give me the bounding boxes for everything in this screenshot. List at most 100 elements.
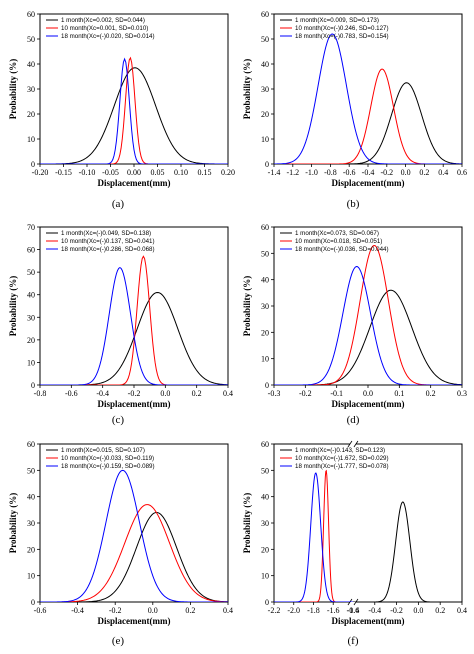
x-tick-label: -0.20 — [32, 168, 49, 177]
x-tick-label: -0.4 — [362, 168, 375, 177]
y-tick-label: 40 — [27, 493, 35, 502]
x-tick-label: 0.0 — [363, 389, 373, 398]
x-tick-label: 0.2 — [192, 389, 202, 398]
x-axis-label: Displacement(mm) — [332, 399, 405, 409]
y-tick-label: 30 — [261, 85, 269, 94]
x-tick-label: -1.6 — [327, 606, 340, 615]
chart-panel-4: -0.3 -0.2 -0.1 0.0 0.1 0.2 0.3 0 10 20 30 40 50 60 1 m… — [242, 223, 467, 426]
x-tick-label: 0.0 — [148, 606, 158, 615]
y-tick-label: 0 — [31, 598, 35, 607]
y-tick-label: 0 — [31, 381, 35, 390]
legend: 1 month(Xc=(-)0.143, SD=0.123)10 month(X… — [280, 447, 389, 470]
x-tick-label: -1.4 — [347, 606, 360, 615]
x-tick-label: 0.4 — [223, 389, 233, 398]
panel-label: (d) — [347, 414, 360, 426]
x-tick-label: -1.0 — [305, 168, 318, 177]
y-tick-label: 20 — [261, 328, 269, 337]
x-tick-label: -0.8 — [34, 389, 47, 398]
x-tick-label: 0.15 — [198, 168, 212, 177]
legend-label: 18 month(Xc=(-)0.783, SD=0.154) — [295, 33, 389, 40]
series-line-2 — [40, 255, 228, 385]
panel-label: (a) — [112, 198, 125, 210]
x-tick-label: -0.2 — [109, 606, 122, 615]
y-tick-label: 40 — [261, 493, 269, 502]
legend-label: 18 month(Xc=(-)0.286, SD=0.068) — [61, 246, 155, 253]
y-tick-label: 20 — [27, 336, 35, 345]
legend-label: 1 month(Xc=0.009, SD=0.173) — [295, 17, 379, 24]
y-tick-label: 40 — [261, 276, 269, 285]
legend: 1 month(Xc=0.002, SD=0.044)10 month(Xc=0… — [46, 17, 155, 40]
x-tick-label: 0.0 — [160, 389, 170, 398]
y-tick-label: 40 — [261, 60, 269, 69]
legend-label: 10 month(Xc=(-)0.033, SD=0.119) — [61, 455, 154, 462]
x-tick-label: 0.2 — [435, 606, 445, 615]
series-line-2 — [40, 56, 228, 164]
series-line-3 — [40, 469, 228, 602]
y-tick-label: 60 — [261, 10, 269, 19]
legend-label: 1 month(Xc=0.073, SD=0.067) — [295, 230, 379, 237]
series-line-3 — [274, 266, 462, 385]
x-tick-label: 0.4 — [223, 606, 233, 615]
x-tick-label: -0.4 — [368, 606, 381, 615]
x-tick-label: -0.6 — [347, 606, 360, 615]
y-tick-label: 20 — [261, 545, 269, 554]
y-tick-label: 0 — [31, 160, 35, 169]
legend-label: 10 month(Xc=0.001, SD=0.010) — [61, 25, 148, 32]
series-line-2 — [40, 504, 228, 602]
x-tick-label: 0.0 — [401, 168, 411, 177]
x-tick-label: -0.2 — [299, 389, 312, 398]
y-tick-label: 30 — [27, 313, 35, 322]
x-tick-label: -0.10 — [79, 168, 96, 177]
legend-label: 18 month(Xc=(-)0.159, SD=0.089) — [61, 463, 155, 470]
y-tick-label: 20 — [27, 110, 35, 119]
panel-label: (c) — [112, 414, 125, 426]
legend-label: 1 month(Xc=0.015, SD=0.107) — [61, 447, 145, 454]
x-axis-label: Displacement(mm) — [98, 399, 171, 409]
y-tick-label: 50 — [27, 35, 35, 44]
x-tick-label: 0.0 — [413, 606, 423, 615]
x-axis-label: Displacement(mm) — [332, 616, 405, 626]
panel-label: (b) — [347, 198, 360, 210]
y-tick-label: 10 — [27, 572, 35, 581]
x-tick-label: 0.2 — [419, 168, 429, 177]
x-tick-label: -0.1 — [330, 389, 343, 398]
chart-panel-3: -0.8 -0.6 -0.4 -0.2 0.0 0.2 0.4 0 10 20 30 40 50 60 70… — [8, 223, 233, 426]
y-axis-label: Probability (%) — [242, 493, 252, 554]
x-tick-label: 0.20 — [221, 168, 235, 177]
y-tick-label: 10 — [261, 135, 269, 144]
x-tick-label: 0.2 — [185, 606, 195, 615]
legend-label: 18 month(Xc=(-)0.036, SD=0.044) — [295, 246, 389, 253]
x-tick-label: 0.00 — [127, 168, 141, 177]
y-axis-label: Probability (%) — [242, 59, 252, 120]
y-tick-label: 30 — [27, 519, 35, 528]
series-line-1 — [274, 289, 462, 385]
y-tick-label: 50 — [27, 466, 35, 475]
series-line-3 — [274, 472, 353, 602]
y-tick-label: 30 — [27, 85, 35, 94]
x-axis-label: Displacement(mm) — [98, 616, 171, 626]
legend-label: 18 month(Xc=(-)1.777, SD=0.078) — [295, 463, 389, 470]
legend-label: 10 month(Xc=(-)1.672, SD=0.029) — [295, 455, 389, 462]
legend: 1 month(Xc=0.009, SD=0.173)10 month(Xc=(… — [280, 17, 389, 40]
x-tick-label: 0.4 — [457, 606, 467, 615]
series-line-2 — [274, 244, 462, 385]
panel-label: (f) — [348, 635, 359, 647]
y-axis-label: Probability (%) — [8, 276, 18, 337]
x-tick-label: 0.3 — [457, 389, 467, 398]
y-tick-label: 40 — [27, 60, 35, 69]
chart-panel-1: -0.20 -0.15 -0.10 -0.05 0.00 0.05 0.10 0.15 0.20… — [8, 10, 235, 210]
chart-panel-2: -1.4 -1.2 -1.0 -0.8 -0.6 -0.4 -0.2 0.0 0.2 0.4 0.6… — [242, 10, 467, 210]
y-tick-label: 10 — [261, 355, 269, 364]
y-tick-label: 20 — [261, 110, 269, 119]
x-tick-label: -0.6 — [65, 389, 78, 398]
x-tick-label: -0.2 — [380, 168, 393, 177]
series-line-3 — [274, 33, 462, 164]
legend-label: 10 month(Xc=(-)0.246, SD=0.127) — [295, 25, 389, 32]
legend: 1 month(Xc=0.015, SD=0.107)10 month(Xc=(… — [46, 447, 155, 470]
x-tick-label: -0.15 — [55, 168, 72, 177]
y-tick-label: 50 — [261, 249, 269, 258]
y-axis-label: Probability (%) — [8, 59, 18, 120]
legend-label: 10 month(Xc=0.018, SD=0.051) — [295, 238, 382, 245]
x-tick-label: -1.8 — [307, 606, 320, 615]
